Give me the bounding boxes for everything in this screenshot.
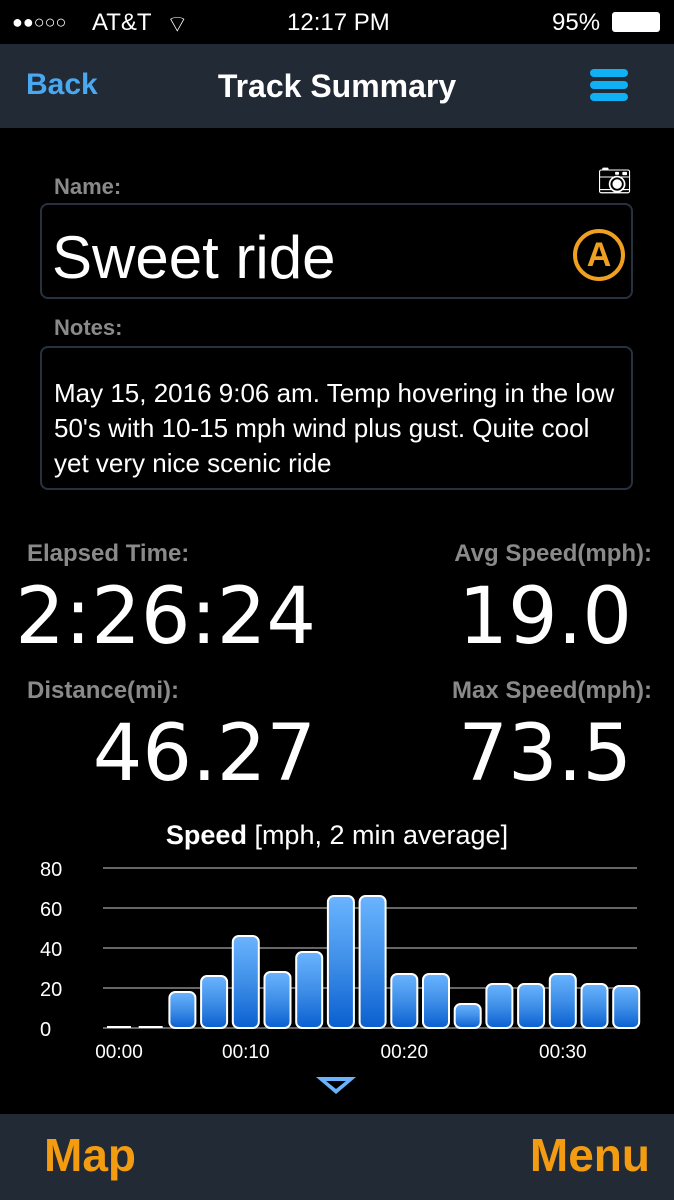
bar [485,983,514,1029]
auto-icon[interactable]: A [573,229,625,281]
menu-button[interactable]: Menu [529,1129,650,1181]
bar [390,973,419,1029]
x-tick-label: 00:00 [95,1042,143,1063]
name-field[interactable]: Sweet ride A [40,203,633,299]
back-button[interactable]: Back [26,68,98,101]
name-value[interactable]: Sweet ride [52,224,336,291]
battery-icon [612,12,660,32]
status-bar: ●●○○○ AT&T ⌔ 12:17 PM 95% [0,0,674,44]
bar [295,951,324,1029]
y-tick-label: 20 [40,979,62,1001]
elapsed-value: 2:26:24 [15,572,316,662]
clock: 12:17 PM [287,9,390,36]
speed-chart: 0 20 40 60 80 00:00 00:10 00:20 00:30 [40,859,641,1094]
map-button[interactable]: Map [44,1129,136,1181]
bar [231,935,260,1029]
elapsed-label: Elapsed Time: [27,540,190,567]
bar [326,895,355,1029]
page-title: Track Summary [217,68,457,104]
avg-speed-label: Avg Speed(mph): [454,540,652,567]
name-label: Name: [54,174,122,199]
carrier: AT&T [92,9,152,36]
chart-title-bold: Speed [165,820,247,850]
chart-title: Speed [mph, 2 min average] [0,820,674,851]
nav-bar: Back Track Summary [0,44,674,128]
camera-icon[interactable]: 📷︎ [597,165,633,196]
avg-speed-value: 19.0 [458,572,632,662]
distance-label: Distance(mi): [27,677,180,704]
notes-label: Notes: [54,315,123,340]
y-tick-label: 40 [40,939,62,961]
bar [517,983,546,1029]
x-tick-label: 00:20 [381,1042,429,1063]
bar [580,983,609,1029]
expand-down-icon-inner [326,1081,346,1089]
hamburger-icon[interactable] [590,69,628,101]
bar [548,973,577,1029]
max-speed-value: 73.5 [458,709,632,799]
chart-title-units: [mph, 2 min average] [246,820,509,850]
bar [453,1003,482,1029]
distance-value: 46.27 [92,709,316,799]
battery-percent: 95% [552,9,601,36]
bar [612,985,641,1029]
bar [263,971,292,1029]
notes-field[interactable]: May 15, 2016 9:06 am. Temp hovering in t… [40,346,633,490]
max-speed-label: Max Speed(mph): [451,677,652,704]
bar [200,975,229,1029]
y-tick-label: 60 [40,899,62,921]
y-tick-label: 0 [40,1019,51,1041]
bar [358,895,387,1029]
signal-strength: ●●○○○ [12,12,67,32]
bottom-bar: Map Menu [0,1114,674,1200]
bar [422,973,450,1029]
wifi-icon: ⌔ [166,11,189,38]
bar [168,991,197,1029]
x-tick-label: 00:10 [222,1042,270,1063]
y-tick-label: 80 [40,859,62,881]
x-tick-label: 00:30 [539,1042,587,1063]
